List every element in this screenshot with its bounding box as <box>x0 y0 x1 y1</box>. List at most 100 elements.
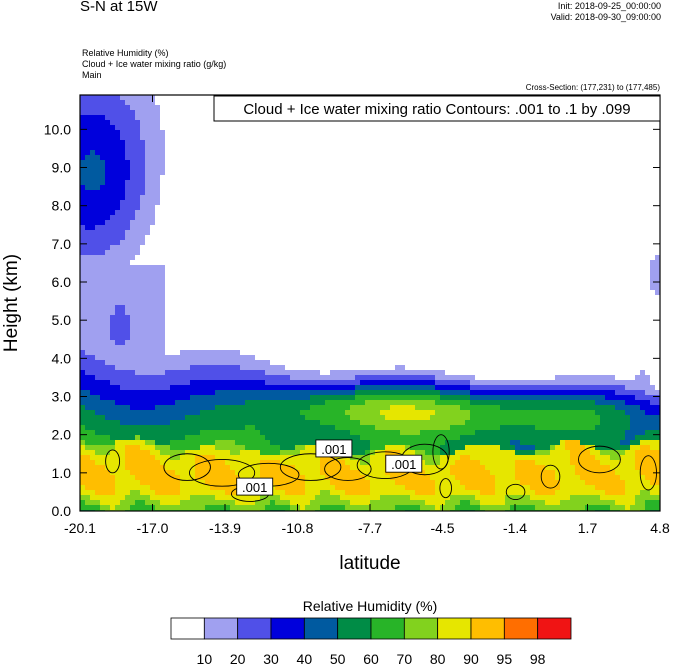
rh-cell <box>340 305 346 311</box>
rh-cell <box>285 350 291 356</box>
rh-cell <box>80 140 86 146</box>
rh-cell <box>345 400 351 406</box>
rh-cell <box>80 350 86 356</box>
rh-cell <box>335 405 341 411</box>
rh-cell <box>100 400 106 406</box>
rh-cell <box>290 385 296 391</box>
rh-cell <box>270 200 276 206</box>
rh-cell <box>100 105 106 111</box>
rh-cell <box>215 455 221 461</box>
rh-cell <box>335 220 341 226</box>
rh-cell <box>255 185 261 191</box>
rh-cell <box>115 400 121 406</box>
rh-cell <box>235 390 241 396</box>
rh-cell <box>315 325 321 331</box>
rh-cell <box>230 335 236 341</box>
rh-cell <box>280 265 286 271</box>
rh-cell <box>110 315 116 321</box>
rh-cell <box>185 450 191 456</box>
rh-cell <box>85 105 91 111</box>
rh-cell <box>255 210 261 216</box>
rh-cell <box>200 385 206 391</box>
rh-cell <box>90 190 96 196</box>
rh-cell <box>345 390 351 396</box>
rh-cell <box>285 195 291 201</box>
rh-cell <box>215 280 221 286</box>
rh-cell <box>100 165 106 171</box>
rh-cell <box>370 430 376 436</box>
rh-cell <box>280 435 286 441</box>
rh-cell <box>355 500 361 506</box>
rh-cell <box>280 235 286 241</box>
rh-cell <box>300 120 306 126</box>
rh-cell <box>270 150 276 156</box>
rh-cell <box>230 435 236 441</box>
rh-cell <box>175 185 181 191</box>
rh-cell <box>155 440 161 446</box>
rh-cell <box>135 445 141 451</box>
rh-cell <box>100 115 106 121</box>
rh-cell <box>105 180 111 186</box>
rh-cell <box>90 195 96 201</box>
rh-cell <box>305 415 311 421</box>
rh-cell <box>80 180 86 186</box>
rh-cell <box>345 405 351 411</box>
rh-cell <box>125 310 131 316</box>
rh-cell <box>370 125 376 131</box>
rh-cell <box>350 440 356 446</box>
rh-cell <box>205 275 211 281</box>
rh-cell <box>305 450 311 456</box>
rh-cell <box>300 320 306 326</box>
rh-cell <box>305 185 311 191</box>
rh-cell <box>265 155 271 161</box>
rh-cell <box>205 370 211 376</box>
rh-cell <box>275 455 281 461</box>
rh-cell <box>270 225 276 231</box>
rh-cell <box>205 445 211 451</box>
rh-cell <box>310 135 316 141</box>
rh-cell <box>320 175 326 181</box>
rh-cell <box>345 170 351 176</box>
rh-cell <box>260 325 266 331</box>
rh-cell <box>325 160 331 166</box>
rh-cell <box>145 115 151 121</box>
rh-cell <box>305 320 311 326</box>
rh-cell <box>360 175 366 181</box>
rh-cell <box>255 190 261 196</box>
rh-cell <box>330 430 336 436</box>
rh-cell <box>150 485 156 491</box>
rh-cell <box>315 310 321 316</box>
rh-cell <box>355 360 361 366</box>
rh-cell <box>370 130 376 136</box>
rh-cell <box>110 460 116 466</box>
rh-cell <box>215 330 221 336</box>
rh-cell <box>375 135 381 141</box>
rh-cell <box>230 230 236 236</box>
rh-cell <box>150 420 156 426</box>
rh-cell <box>205 415 211 421</box>
rh-cell <box>185 215 191 221</box>
rh-cell <box>145 325 151 331</box>
rh-cell <box>255 160 261 166</box>
rh-cell <box>170 485 176 491</box>
rh-cell <box>160 420 166 426</box>
rh-cell <box>190 275 196 281</box>
rh-cell <box>140 330 146 336</box>
rh-cell <box>135 420 141 426</box>
rh-cell <box>100 345 106 351</box>
rh-cell <box>285 390 291 396</box>
rh-cell <box>365 320 371 326</box>
rh-cell <box>235 375 241 381</box>
rh-cell <box>80 205 86 211</box>
rh-cell <box>285 230 291 236</box>
rh-cell <box>110 225 116 231</box>
rh-cell <box>120 270 126 276</box>
rh-cell <box>275 190 281 196</box>
rh-cell <box>200 135 206 141</box>
rh-cell <box>240 245 246 251</box>
rh-cell <box>180 295 186 301</box>
rh-cell <box>265 330 271 336</box>
rh-cell <box>120 120 126 126</box>
rh-cell <box>170 135 176 141</box>
rh-cell <box>185 160 191 166</box>
